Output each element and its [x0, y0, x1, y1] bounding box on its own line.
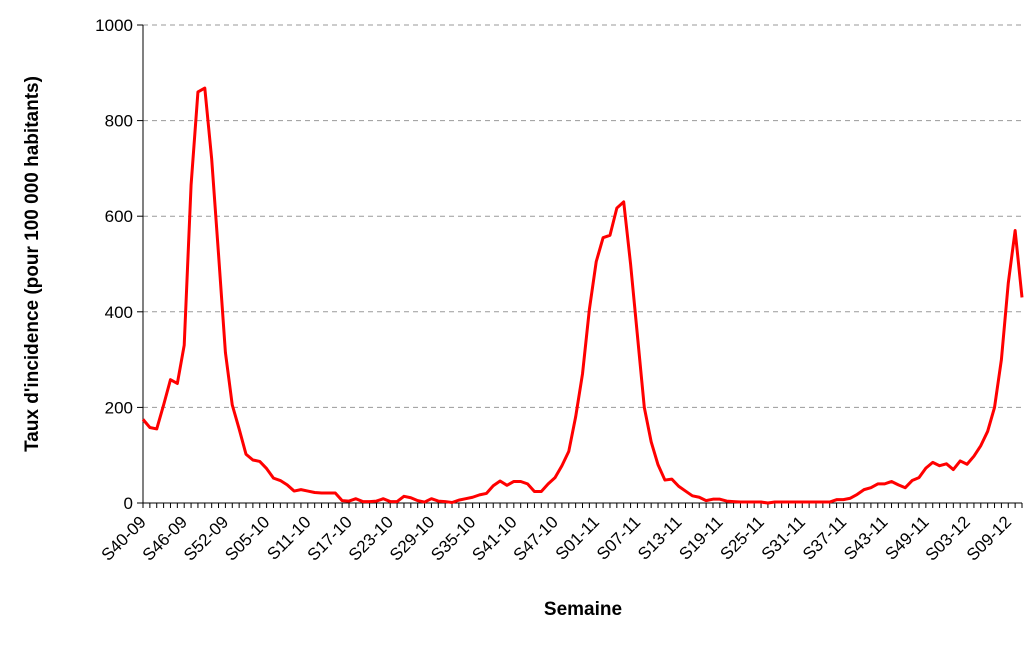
x-tick-label: S17-10	[304, 512, 356, 564]
gridlines	[143, 24, 1022, 408]
x-tick-label: S31-11	[758, 512, 809, 563]
y-tick-label: 600	[105, 207, 133, 226]
x-tick-label: S05-10	[221, 512, 273, 564]
x-tick-label: S29-10	[386, 512, 438, 564]
x-axis-ticks: S40-09S46-09S52-09S05-10S11-10S17-10S23-…	[98, 503, 1023, 565]
y-tick-label: 1000	[95, 16, 133, 35]
x-tick-label: S46-09	[139, 512, 191, 564]
x-axis-title: Semaine	[544, 599, 622, 620]
x-tick-label: S03-12	[922, 512, 974, 564]
x-tick-label: S23-10	[345, 512, 397, 564]
series-group	[141, 86, 1024, 505]
series-line	[141, 86, 1024, 505]
x-tick-label: S40-09	[98, 512, 150, 564]
x-tick-label: S13-11	[634, 512, 685, 563]
x-tick-label: S35-10	[427, 512, 479, 564]
x-tick-label: S43-11	[840, 512, 891, 563]
y-tick-label: 800	[105, 112, 133, 131]
axes	[142, 25, 1022, 504]
x-tick-label: S25-11	[717, 512, 768, 563]
x-tick-label: S41-10	[468, 512, 520, 564]
x-tick-label: S47-10	[510, 512, 562, 564]
y-axis-title: Taux d'incidence (pour 100 000 habitants…	[22, 76, 43, 452]
x-tick-label: S01-11	[552, 512, 603, 563]
x-tick-label: S09-12	[963, 512, 1015, 564]
y-axis-ticks: 0 200 400 600 800 1000	[95, 16, 143, 513]
x-tick-label: S52-09	[180, 512, 232, 564]
x-tick-label: S19-11	[675, 512, 726, 563]
y-tick-label: 0	[124, 494, 133, 513]
y-tick-label: 200	[105, 398, 133, 417]
y-tick-label: 400	[105, 303, 133, 322]
x-tick-label: S37-11	[799, 512, 850, 563]
x-tick-label: S49-11	[881, 512, 932, 563]
x-tick-label: S07-11	[593, 512, 644, 563]
x-tick-label: S11-10	[263, 512, 314, 563]
